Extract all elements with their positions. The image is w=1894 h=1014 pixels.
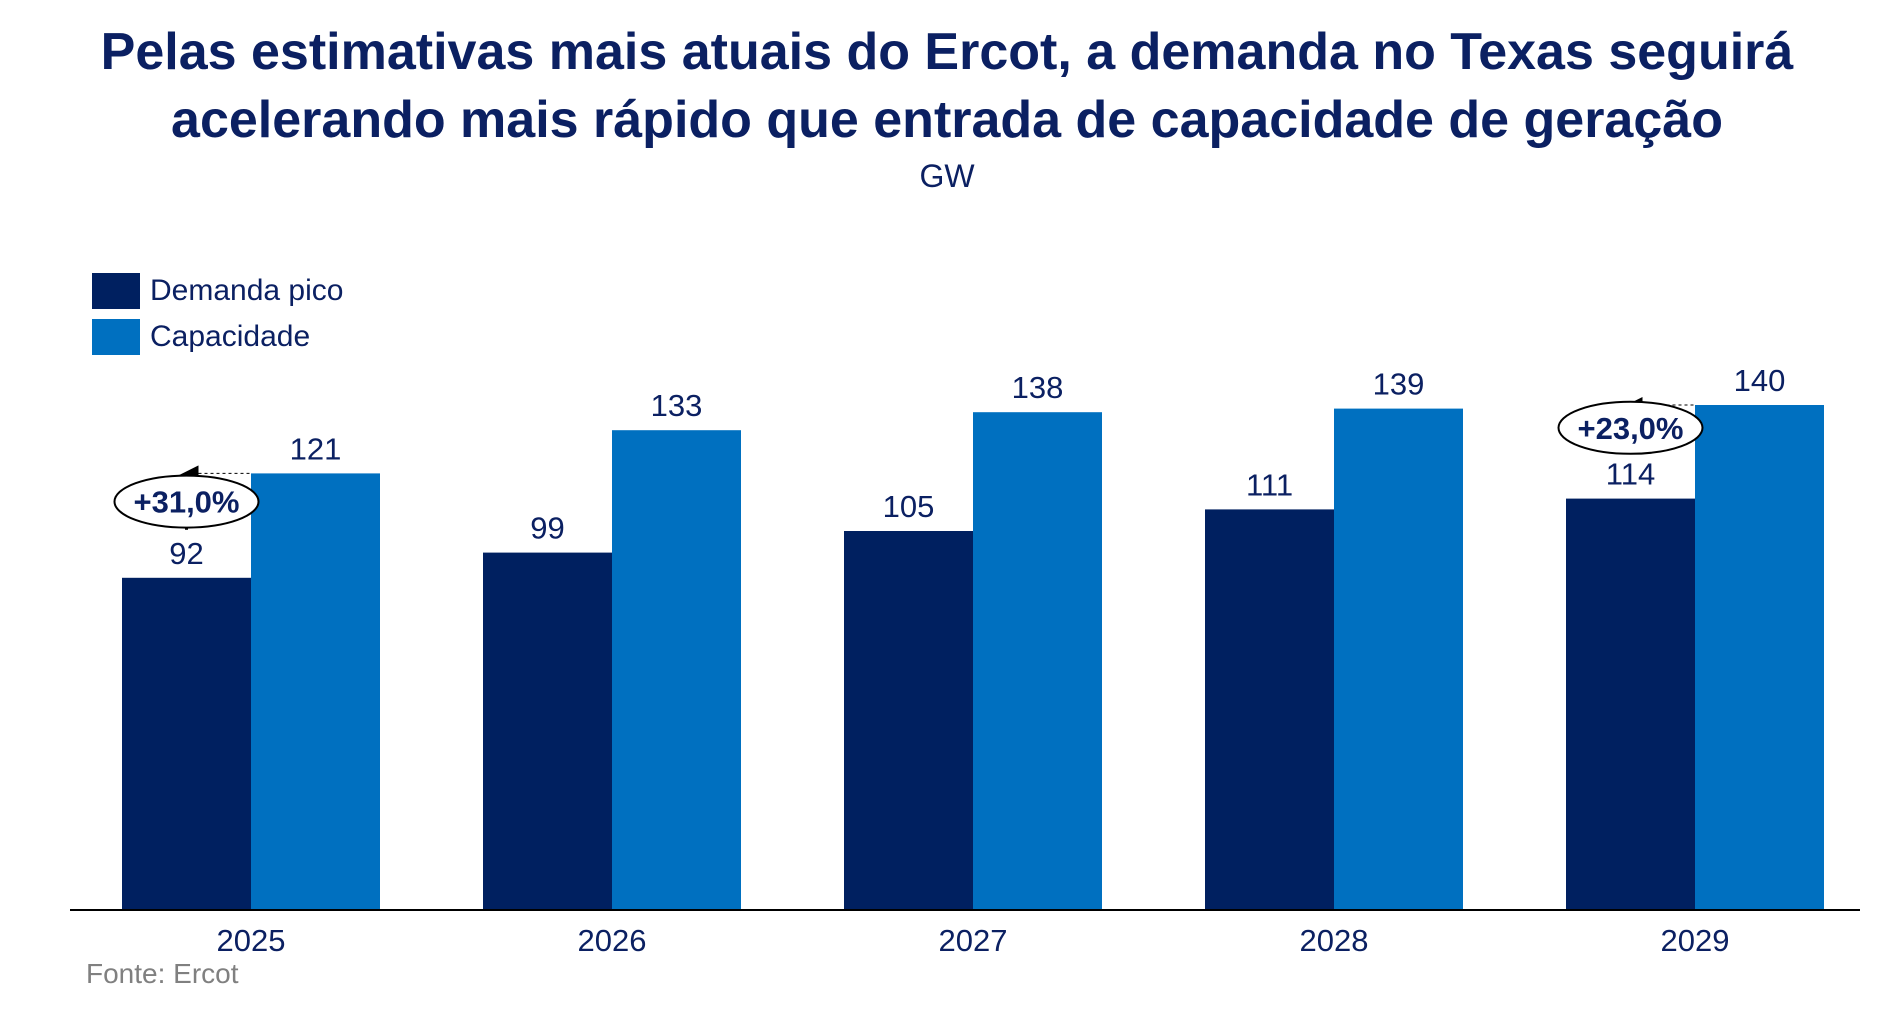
data-label-capacity-2029: 140 [1734, 363, 1786, 398]
legend-label-demand: Demanda pico [150, 274, 344, 307]
bar-capacity-2027 [973, 412, 1102, 909]
legend-swatch-demand [92, 273, 140, 309]
data-label-demand-2027: 105 [883, 489, 935, 524]
annotation-label-2029: +23,0% [1577, 411, 1683, 446]
legend-swatch-capacity [92, 319, 140, 355]
data-label-capacity-2027: 138 [1012, 370, 1064, 405]
legend: Demanda pico Capacidade [92, 268, 343, 360]
bar-demand-2028 [1205, 509, 1334, 909]
x-tick-label-2027: 2027 [939, 923, 1008, 958]
data-label-capacity-2025: 121 [290, 431, 342, 466]
x-tick-label-2026: 2026 [578, 923, 647, 958]
data-label-demand-2025: 92 [169, 536, 203, 571]
data-label-capacity-2028: 139 [1373, 367, 1425, 402]
bar-capacity-2026 [612, 430, 741, 909]
bar-demand-2029 [1566, 498, 1695, 909]
annotation-ellipse-2025 [113, 474, 260, 529]
x-tick-label-2029: 2029 [1661, 923, 1730, 958]
legend-label-capacity: Capacidade [150, 320, 311, 353]
source-note: Fonte: Ercot [86, 958, 239, 989]
bar-capacity-2025 [251, 473, 380, 909]
annotation-label-2025: +31,0% [133, 485, 239, 520]
data-label-demand-2028: 111 [1246, 467, 1293, 502]
chart-unit: GW [919, 158, 975, 194]
data-label-demand-2029: 114 [1606, 457, 1655, 492]
legend-item-demand: Demanda pico [92, 268, 343, 314]
chart-title: Pelas estimativas mais atuais do Ercot, … [100, 23, 1794, 149]
annotation-ellipse-2029 [1557, 400, 1704, 455]
bar-demand-2027 [844, 531, 973, 909]
x-tick-label-2028: 2028 [1300, 923, 1369, 958]
bar-capacity-2029 [1695, 405, 1824, 909]
bar-capacity-2028 [1334, 408, 1463, 909]
bar-demand-2025 [122, 577, 251, 909]
bar-demand-2026 [483, 552, 612, 909]
x-tick-label-2025: 2025 [217, 923, 286, 958]
data-label-capacity-2026: 133 [651, 388, 703, 423]
legend-item-capacity: Capacidade [92, 314, 343, 360]
data-label-demand-2026: 99 [530, 511, 564, 546]
